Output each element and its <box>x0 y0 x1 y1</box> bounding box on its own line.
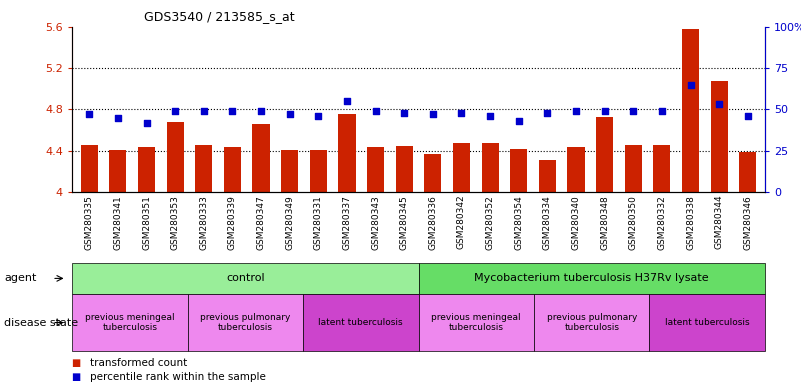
Text: GDS3540 / 213585_s_at: GDS3540 / 213585_s_at <box>144 10 295 23</box>
Text: previous pulmonary
tuberculosis: previous pulmonary tuberculosis <box>200 313 291 332</box>
Point <box>655 108 668 114</box>
Bar <box>710 81 728 192</box>
Point <box>484 113 497 119</box>
Point <box>140 119 153 126</box>
Point <box>455 110 468 116</box>
Point <box>513 118 525 124</box>
Bar <box>682 29 699 192</box>
Text: previous meningeal
tuberculosis: previous meningeal tuberculosis <box>85 313 175 332</box>
Point <box>340 98 353 104</box>
Bar <box>81 144 98 192</box>
Bar <box>481 144 499 192</box>
Point <box>312 113 324 119</box>
Text: ■: ■ <box>72 358 84 368</box>
Text: ■: ■ <box>72 372 84 382</box>
Point <box>369 108 382 114</box>
Text: latent tuberculosis: latent tuberculosis <box>319 318 403 327</box>
Bar <box>510 149 527 192</box>
Bar <box>167 122 183 192</box>
Bar <box>109 150 127 192</box>
Bar <box>739 152 756 192</box>
Text: transformed count: transformed count <box>90 358 187 368</box>
Bar <box>367 147 384 192</box>
Bar <box>625 144 642 192</box>
Bar <box>539 160 556 192</box>
Bar <box>281 150 298 192</box>
Bar <box>223 147 241 192</box>
Text: agent: agent <box>4 273 36 283</box>
Point <box>398 110 411 116</box>
Point <box>111 115 124 121</box>
Point <box>284 111 296 118</box>
Point <box>226 108 239 114</box>
Bar <box>596 117 614 192</box>
Text: Mycobacterium tuberculosis H37Rv lysate: Mycobacterium tuberculosis H37Rv lysate <box>474 273 709 283</box>
Point <box>713 101 726 108</box>
Bar <box>310 150 327 192</box>
Point <box>627 108 640 114</box>
Point <box>541 110 553 116</box>
Text: previous pulmonary
tuberculosis: previous pulmonary tuberculosis <box>546 313 637 332</box>
Point <box>83 111 95 118</box>
Text: percentile rank within the sample: percentile rank within the sample <box>90 372 266 382</box>
Bar <box>453 144 470 192</box>
Text: disease state: disease state <box>4 318 78 328</box>
Bar <box>195 144 212 192</box>
Point <box>684 82 697 88</box>
Point <box>598 108 611 114</box>
Point <box>570 108 582 114</box>
Bar <box>425 154 441 192</box>
Bar <box>396 146 413 192</box>
Text: control: control <box>226 273 264 283</box>
Point <box>426 111 439 118</box>
Bar <box>567 147 585 192</box>
Point <box>169 108 182 114</box>
Point <box>197 108 210 114</box>
Bar <box>338 114 356 192</box>
Bar <box>654 144 670 192</box>
Bar <box>252 124 270 192</box>
Point <box>742 113 755 119</box>
Point <box>255 108 268 114</box>
Bar <box>138 147 155 192</box>
Text: previous meningeal
tuberculosis: previous meningeal tuberculosis <box>432 313 521 332</box>
Text: latent tuberculosis: latent tuberculosis <box>665 318 750 327</box>
